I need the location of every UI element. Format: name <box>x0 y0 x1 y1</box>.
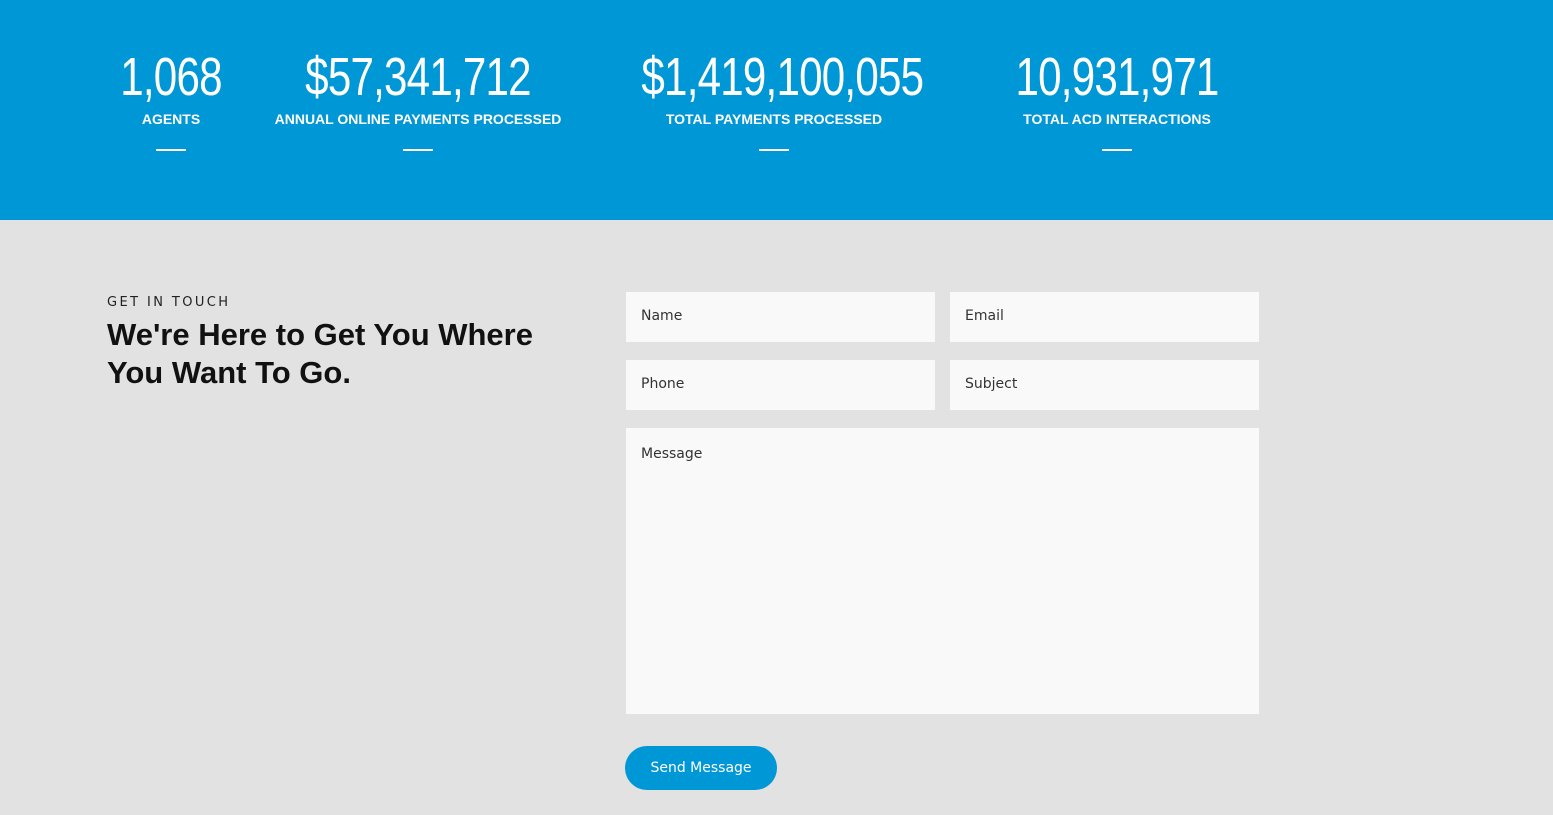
divider <box>759 149 789 151</box>
stat-label: AGENTS <box>141 111 201 127</box>
stats-band: 1,068 AGENTS $57,341,712 ANNUAL ONLINE P… <box>0 0 1553 220</box>
divider <box>156 149 186 151</box>
stat-label: TOTAL PAYMENTS PROCESSED <box>665 111 883 127</box>
stat: $57,341,712 ANNUAL ONLINE PAYMENTS PROCE… <box>248 46 588 151</box>
stat-label: ANNUAL ONLINE PAYMENTS PROCESSED <box>274 111 562 127</box>
eyebrow: GET IN TOUCH <box>107 295 231 310</box>
stat-value: 1,068 <box>120 47 222 107</box>
subject-input[interactable]: Subject <box>950 360 1259 410</box>
stat: $1,419,100,055 TOTAL PAYMENTS PROCESSED <box>604 46 944 151</box>
divider <box>1102 149 1132 151</box>
stat-value: $57,341,712 <box>305 47 531 107</box>
stat-label: TOTAL ACD INTERACTIONS <box>1023 111 1211 127</box>
stat-value: $1,419,100,055 <box>641 47 924 107</box>
heading: We're Here to Get You Where You Want To … <box>107 317 533 390</box>
stat: 10,931,971 TOTAL ACD INTERACTIONS <box>947 46 1287 151</box>
stat: 1,068 AGENTS <box>1 46 341 151</box>
name-input[interactable]: Name <box>626 292 935 342</box>
email-input[interactable]: Email <box>950 292 1259 342</box>
send-button[interactable]: Send Message <box>625 746 777 790</box>
divider <box>403 149 433 151</box>
stat-value: 10,931,971 <box>1015 47 1219 107</box>
message-input[interactable]: Message <box>626 428 1259 714</box>
phone-input[interactable]: Phone <box>626 360 935 410</box>
